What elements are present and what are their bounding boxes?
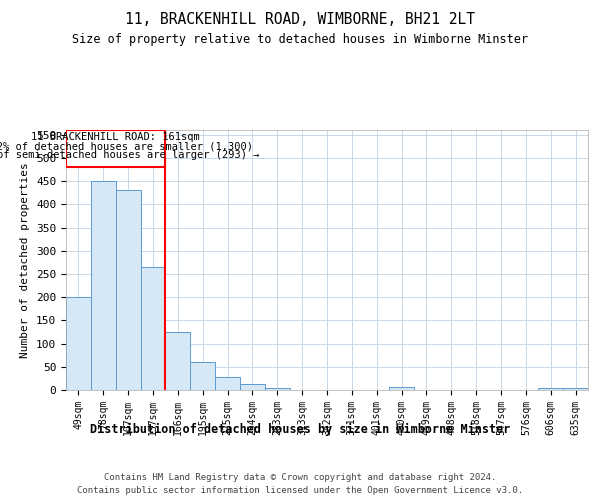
- Text: ← 82% of detached houses are smaller (1,300): ← 82% of detached houses are smaller (1,…: [0, 141, 253, 151]
- Text: Contains HM Land Registry data © Crown copyright and database right 2024.: Contains HM Land Registry data © Crown c…: [104, 472, 496, 482]
- Bar: [66, 130, 166, 167]
- Bar: [166, 332, 190, 390]
- Bar: [190, 362, 215, 390]
- Text: 18% of semi-detached houses are larger (293) →: 18% of semi-detached houses are larger (…: [0, 150, 259, 160]
- Text: Size of property relative to detached houses in Wimborne Minster: Size of property relative to detached ho…: [72, 32, 528, 46]
- Text: 11, BRACKENHILL ROAD, WIMBORNE, BH21 2LT: 11, BRACKENHILL ROAD, WIMBORNE, BH21 2LT: [125, 12, 475, 28]
- Text: Distribution of detached houses by size in Wimborne Minster: Distribution of detached houses by size …: [90, 422, 510, 436]
- Bar: [389, 387, 414, 390]
- Bar: [265, 388, 290, 390]
- Bar: [140, 267, 166, 390]
- Text: Contains public sector information licensed under the Open Government Licence v3: Contains public sector information licen…: [77, 486, 523, 495]
- Bar: [538, 388, 563, 390]
- Bar: [215, 377, 240, 390]
- Y-axis label: Number of detached properties: Number of detached properties: [20, 162, 31, 358]
- Bar: [563, 388, 588, 390]
- Bar: [240, 384, 265, 390]
- Text: 11 BRACKENHILL ROAD: 161sqm: 11 BRACKENHILL ROAD: 161sqm: [31, 132, 200, 142]
- Bar: [116, 190, 140, 390]
- Bar: [66, 297, 91, 390]
- Bar: [91, 181, 116, 390]
